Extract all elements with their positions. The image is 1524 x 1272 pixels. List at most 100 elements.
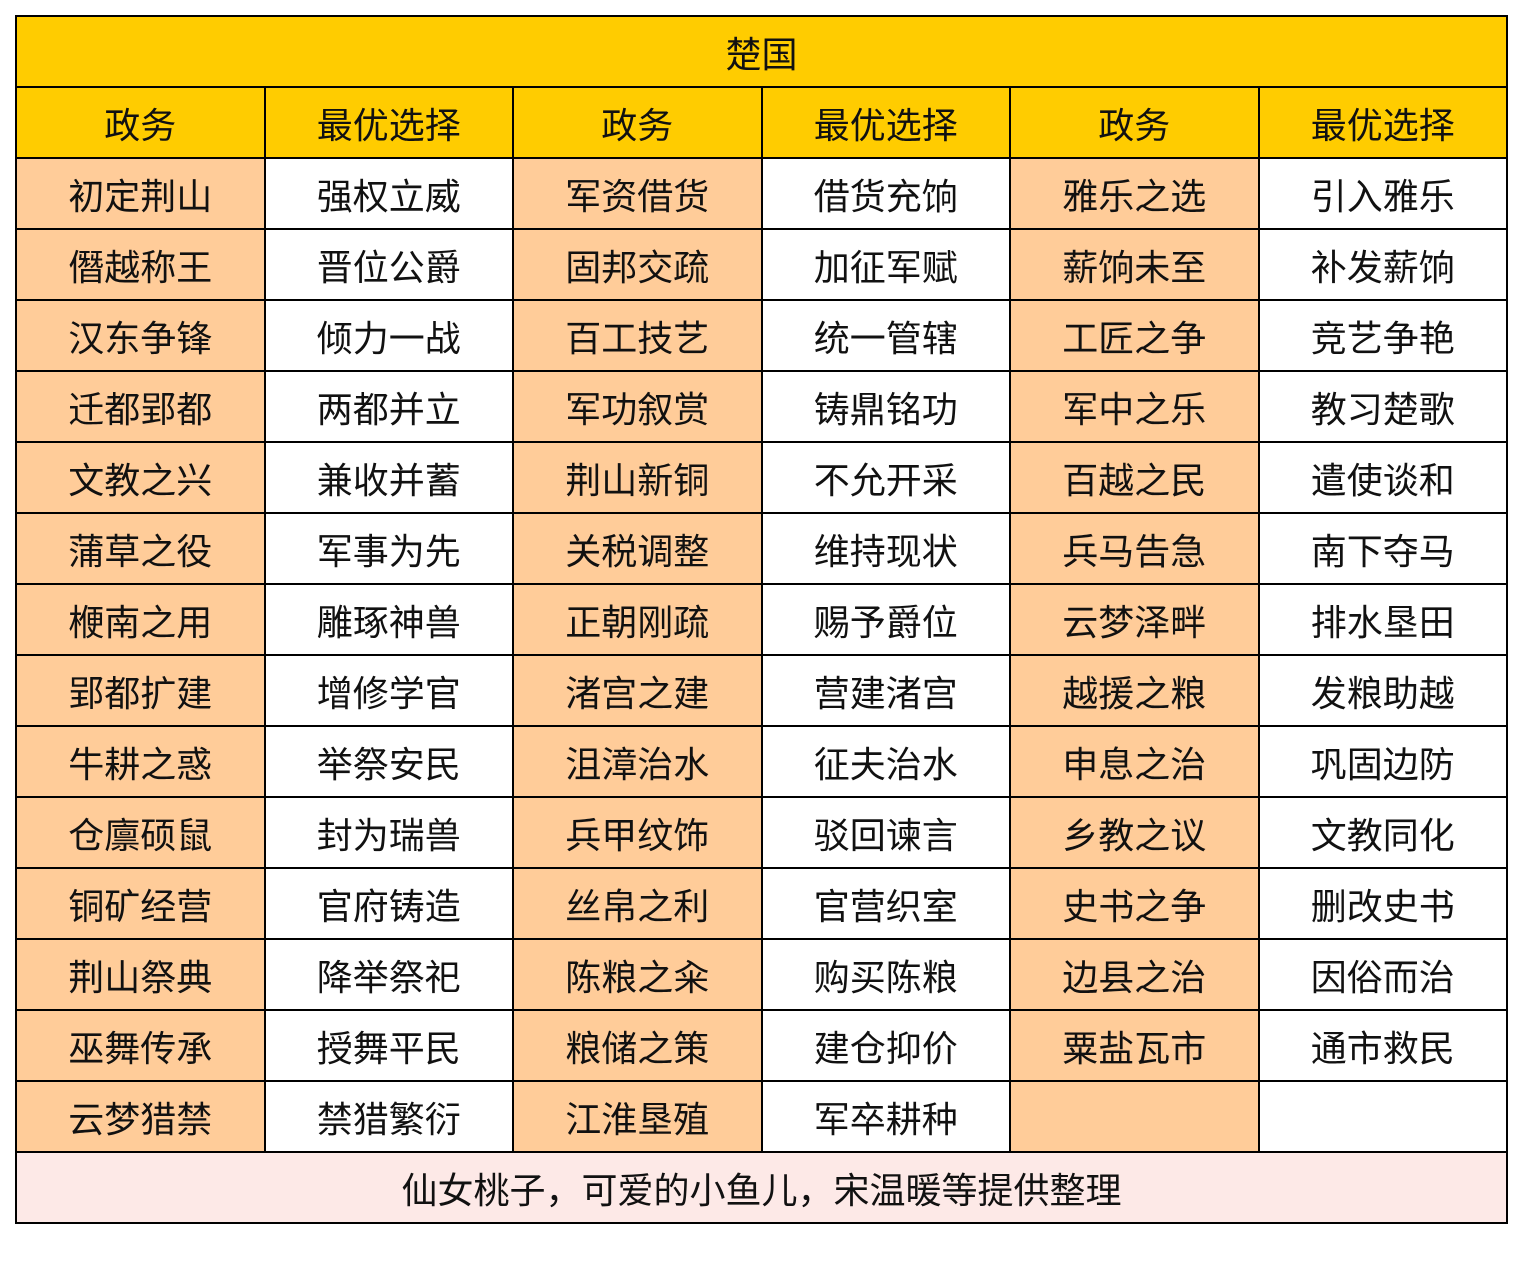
affair-cell — [1009, 1080, 1260, 1153]
header-row: 政务 最优选择 政务 最优选择 政务 最优选择 — [15, 86, 1508, 159]
affair-cell: 荆山祭典 — [15, 938, 266, 1011]
table-row: 初定荆山 强权立威 军资借货 借货充饷 雅乐之选 引入雅乐 — [15, 157, 1508, 230]
best-choice-cell: 加征军赋 — [760, 228, 1011, 301]
affair-cell: 军中之乐 — [1009, 370, 1260, 443]
table-row: 仓廪硕鼠 封为瑞兽 兵甲纹饰 驳回谏言 乡教之议 文教同化 — [15, 796, 1508, 869]
best-choice-cell: 购买陈粮 — [760, 938, 1011, 1011]
affair-cell: 申息之治 — [1009, 725, 1260, 798]
best-choice-cell: 增修学官 — [263, 654, 514, 727]
affair-cell: 史书之争 — [1009, 867, 1260, 940]
best-choice-cell: 降举祭祀 — [263, 938, 514, 1011]
best-choice-cell: 统一管辖 — [760, 299, 1011, 372]
affair-cell: 军功叙赏 — [512, 370, 763, 443]
footer-row: 仙女桃子，可爱的小鱼儿，宋温暖等提供整理 — [15, 1151, 1508, 1224]
best-choice-cell: 南下夺马 — [1257, 512, 1508, 585]
best-choice-cell: 维持现状 — [760, 512, 1011, 585]
affair-cell: 云梦泽畔 — [1009, 583, 1260, 656]
best-choice-cell: 营建渚宫 — [760, 654, 1011, 727]
affair-cell: 仓廪硕鼠 — [15, 796, 266, 869]
best-choice-cell: 因俗而治 — [1257, 938, 1508, 1011]
header-best-choice: 最优选择 — [1257, 86, 1508, 159]
best-choice-cell: 通市救民 — [1257, 1009, 1508, 1082]
table-row: 僭越称王 晋位公爵 固邦交疏 加征军赋 薪饷未至 补发薪饷 — [15, 228, 1508, 301]
best-choice-cell: 补发薪饷 — [1257, 228, 1508, 301]
affair-cell: 沮漳治水 — [512, 725, 763, 798]
affair-cell: 兵马告急 — [1009, 512, 1260, 585]
affair-cell: 文教之兴 — [15, 441, 266, 514]
best-choice-cell: 遣使谈和 — [1257, 441, 1508, 514]
affair-cell: 军资借货 — [512, 157, 763, 230]
best-choice-cell: 赐予爵位 — [760, 583, 1011, 656]
best-choice-cell: 官营织室 — [760, 867, 1011, 940]
affair-cell: 丝帛之利 — [512, 867, 763, 940]
table-row: 郢都扩建 增修学官 渚宫之建 营建渚宫 越援之粮 发粮助越 — [15, 654, 1508, 727]
best-choice-cell: 雕琢神兽 — [263, 583, 514, 656]
affair-cell: 云梦猎禁 — [15, 1080, 266, 1153]
affair-cell: 迁都郢都 — [15, 370, 266, 443]
table-row: 巫舞传承 授舞平民 粮储之策 建仓抑价 粟盐瓦市 通市救民 — [15, 1009, 1508, 1082]
best-choice-cell: 铸鼎铭功 — [760, 370, 1011, 443]
affair-cell: 薪饷未至 — [1009, 228, 1260, 301]
best-choice-cell: 教习楚歌 — [1257, 370, 1508, 443]
table-row: 云梦猎禁 禁猎繁衍 江淮垦殖 军卒耕种 — [15, 1080, 1508, 1153]
affair-cell: 汉东争锋 — [15, 299, 266, 372]
best-choice-cell: 强权立威 — [263, 157, 514, 230]
header-affair: 政务 — [15, 86, 266, 159]
policy-table: 楚国 政务 最优选择 政务 最优选择 政务 最优选择 初定荆山 强权立威 军资借货借… — [15, 15, 1508, 1224]
best-choice-cell: 发粮助越 — [1257, 654, 1508, 727]
best-choice-cell: 封为瑞兽 — [263, 796, 514, 869]
affair-cell: 雅乐之选 — [1009, 157, 1260, 230]
affair-cell: 渚宫之建 — [512, 654, 763, 727]
best-choice-cell: 不允开采 — [760, 441, 1011, 514]
affair-cell: 僭越称王 — [15, 228, 266, 301]
affair-cell: 江淮垦殖 — [512, 1080, 763, 1153]
table-row: 铜矿经营 官府铸造 丝帛之利 官营织室 史书之争 删改史书 — [15, 867, 1508, 940]
credits-text: 仙女桃子，可爱的小鱼儿，宋温暖等提供整理 — [15, 1151, 1508, 1224]
affair-cell: 百越之民 — [1009, 441, 1260, 514]
best-choice-cell: 删改史书 — [1257, 867, 1508, 940]
affair-cell: 关税调整 — [512, 512, 763, 585]
best-choice-cell: 驳回谏言 — [760, 796, 1011, 869]
title-row: 楚国 — [15, 15, 1508, 88]
header-best-choice: 最优选择 — [263, 86, 514, 159]
affair-cell: 铜矿经营 — [15, 867, 266, 940]
best-choice-cell: 兼收并蓄 — [263, 441, 514, 514]
affair-cell: 陈粮之籴 — [512, 938, 763, 1011]
best-choice-cell: 授舞平民 — [263, 1009, 514, 1082]
affair-cell: 粟盐瓦市 — [1009, 1009, 1260, 1082]
best-choice-cell: 引入雅乐 — [1257, 157, 1508, 230]
affair-cell: 工匠之争 — [1009, 299, 1260, 372]
best-choice-cell: 两都并立 — [263, 370, 514, 443]
table-row: 楩南之用 雕琢神兽 正朝刚疏 赐予爵位 云梦泽畔 排水垦田 — [15, 583, 1508, 656]
affair-cell: 初定荆山 — [15, 157, 266, 230]
affair-cell: 牛耕之惑 — [15, 725, 266, 798]
affair-cell: 巫舞传承 — [15, 1009, 266, 1082]
table-row: 牛耕之惑 举祭安民 沮漳治水 征夫治水 申息之治 巩固边防 — [15, 725, 1508, 798]
best-choice-cell: 举祭安民 — [263, 725, 514, 798]
header-affair: 政务 — [512, 86, 763, 159]
table-row: 蒲草之役 军事为先 关税调整 维持现状 兵马告急 南下夺马 — [15, 512, 1508, 585]
affair-cell: 乡教之议 — [1009, 796, 1260, 869]
best-choice-cell: 征夫治水 — [760, 725, 1011, 798]
table-row: 汉东争锋 倾力一战 百工技艺 统一管辖 工匠之争 竞艺争艳 — [15, 299, 1508, 372]
table-row: 迁都郢都 两都并立 军功叙赏 铸鼎铭功 军中之乐 教习楚歌 — [15, 370, 1508, 443]
affair-cell: 蒲草之役 — [15, 512, 266, 585]
best-choice-cell: 排水垦田 — [1257, 583, 1508, 656]
best-choice-cell: 建仓抑价 — [760, 1009, 1011, 1082]
affair-cell: 边县之治 — [1009, 938, 1260, 1011]
best-choice-cell: 倾力一战 — [263, 299, 514, 372]
header-affair: 政务 — [1009, 86, 1260, 159]
table-row: 荆山祭典 降举祭祀 陈粮之籴 购买陈粮 边县之治 因俗而治 — [15, 938, 1508, 1011]
affair-cell: 兵甲纹饰 — [512, 796, 763, 869]
affair-cell: 楩南之用 — [15, 583, 266, 656]
best-choice-cell: 巩固边防 — [1257, 725, 1508, 798]
affair-cell: 荆山新铜 — [512, 441, 763, 514]
affair-cell: 正朝刚疏 — [512, 583, 763, 656]
affair-cell: 粮储之策 — [512, 1009, 763, 1082]
best-choice-cell: 禁猎繁衍 — [263, 1080, 514, 1153]
affair-cell: 越援之粮 — [1009, 654, 1260, 727]
best-choice-cell: 军卒耕种 — [760, 1080, 1011, 1153]
table-title: 楚国 — [15, 15, 1508, 88]
best-choice-cell: 官府铸造 — [263, 867, 514, 940]
affair-cell: 郢都扩建 — [15, 654, 266, 727]
